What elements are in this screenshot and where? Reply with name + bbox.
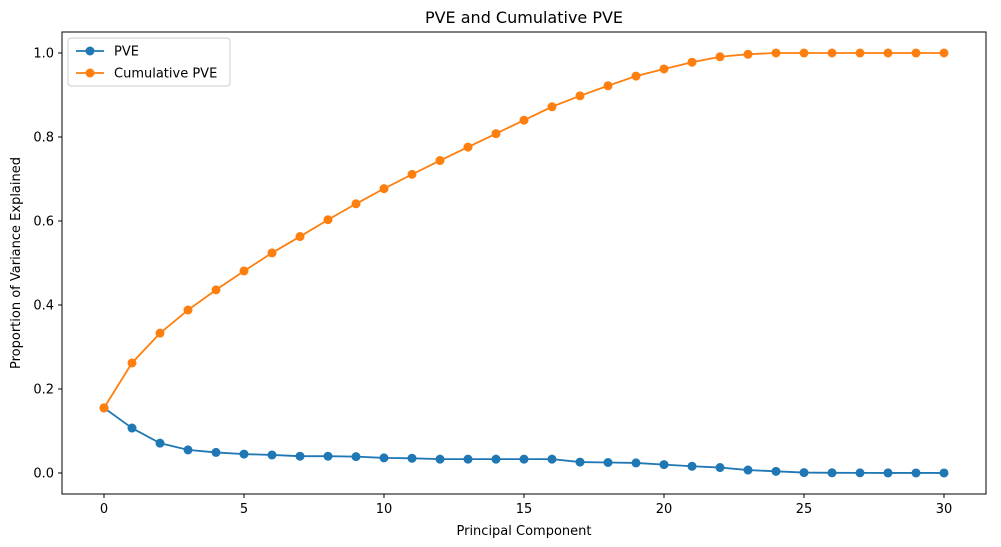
legend-label: Cumulative PVE — [114, 67, 217, 82]
x-tick-label: 10 — [376, 502, 393, 517]
data-point — [267, 248, 277, 258]
data-point — [519, 115, 529, 125]
data-point — [911, 468, 921, 478]
y-tick-label: 0.8 — [33, 131, 54, 146]
data-point — [407, 169, 417, 179]
data-point — [659, 460, 669, 470]
data-point — [351, 199, 361, 209]
data-point — [827, 48, 837, 58]
data-point — [799, 48, 809, 58]
data-point — [491, 129, 501, 139]
data-point — [911, 48, 921, 58]
data-point — [715, 52, 725, 62]
data-point — [99, 403, 109, 413]
data-point — [155, 328, 165, 338]
data-point — [211, 285, 221, 295]
data-point — [771, 48, 781, 58]
data-point — [575, 91, 585, 101]
x-axis-title: Principal Component — [456, 524, 591, 539]
y-tick-label: 0.0 — [33, 467, 54, 482]
legend-entry: PVE — [76, 45, 139, 60]
data-point — [379, 184, 389, 194]
data-point — [267, 450, 277, 460]
data-point — [687, 461, 697, 471]
data-point — [855, 48, 865, 58]
data-point — [463, 142, 473, 152]
data-point — [659, 64, 669, 74]
data-point — [939, 468, 949, 478]
data-point — [855, 468, 865, 478]
data-point — [127, 358, 137, 368]
x-tick-label: 5 — [240, 502, 248, 517]
data-point — [603, 81, 613, 91]
data-point — [519, 454, 529, 464]
legend-box — [67, 37, 231, 87]
y-tick-label: 0.6 — [33, 215, 54, 230]
data-point — [351, 452, 361, 462]
x-tick-label: 0 — [100, 502, 108, 517]
axis-ticks: 0 5 10 15 20 25 30 0.0 0.2 0.4 0.6 0.8 1.0 — [33, 47, 952, 518]
data-point — [211, 447, 221, 457]
data-point — [939, 48, 949, 58]
data-point — [883, 48, 893, 58]
x-tick-label: 20 — [656, 502, 673, 517]
data-point — [463, 454, 473, 464]
data-point — [323, 451, 333, 461]
x-tick-label: 25 — [796, 502, 813, 517]
data-point — [127, 423, 137, 433]
y-axis-title: Proportion of Variance Explained — [9, 157, 24, 369]
data-point — [827, 468, 837, 478]
data-point — [295, 232, 305, 242]
data-point — [379, 453, 389, 463]
data-point — [323, 215, 333, 225]
x-tick-label: 15 — [516, 502, 533, 517]
legend-marker — [85, 68, 95, 78]
data-point — [183, 305, 193, 315]
data-point — [799, 468, 809, 478]
data-point — [435, 454, 445, 464]
data-point — [547, 454, 557, 464]
data-point — [435, 156, 445, 166]
data-point — [547, 102, 557, 112]
x-tick-label: 30 — [936, 502, 953, 517]
data-point — [239, 449, 249, 459]
data-point — [771, 466, 781, 476]
data-point — [715, 463, 725, 473]
y-tick-label: 1.0 — [33, 47, 54, 62]
data-point — [883, 468, 893, 478]
data-point — [631, 458, 641, 468]
legend-entry: Cumulative PVE — [76, 67, 217, 82]
data-point — [155, 438, 165, 448]
data-point — [687, 57, 697, 67]
legend-marker — [85, 46, 95, 56]
data-point — [295, 451, 305, 461]
data-point — [631, 71, 641, 81]
data-point — [743, 465, 753, 475]
y-tick-label: 0.4 — [33, 299, 54, 314]
data-point — [743, 49, 753, 59]
legend-label: PVE — [114, 45, 139, 60]
y-tick-label: 0.2 — [33, 383, 54, 398]
data-point — [491, 454, 501, 464]
chart-title: PVE and Cumulative PVE — [425, 8, 623, 27]
legend: PVE Cumulative PVE — [67, 37, 231, 87]
data-point — [407, 453, 417, 463]
series-cumulative-pve — [99, 48, 949, 413]
plot-area — [99, 48, 949, 478]
data-point — [239, 266, 249, 276]
data-point — [183, 445, 193, 455]
data-point — [575, 457, 585, 467]
data-point — [603, 458, 613, 467]
